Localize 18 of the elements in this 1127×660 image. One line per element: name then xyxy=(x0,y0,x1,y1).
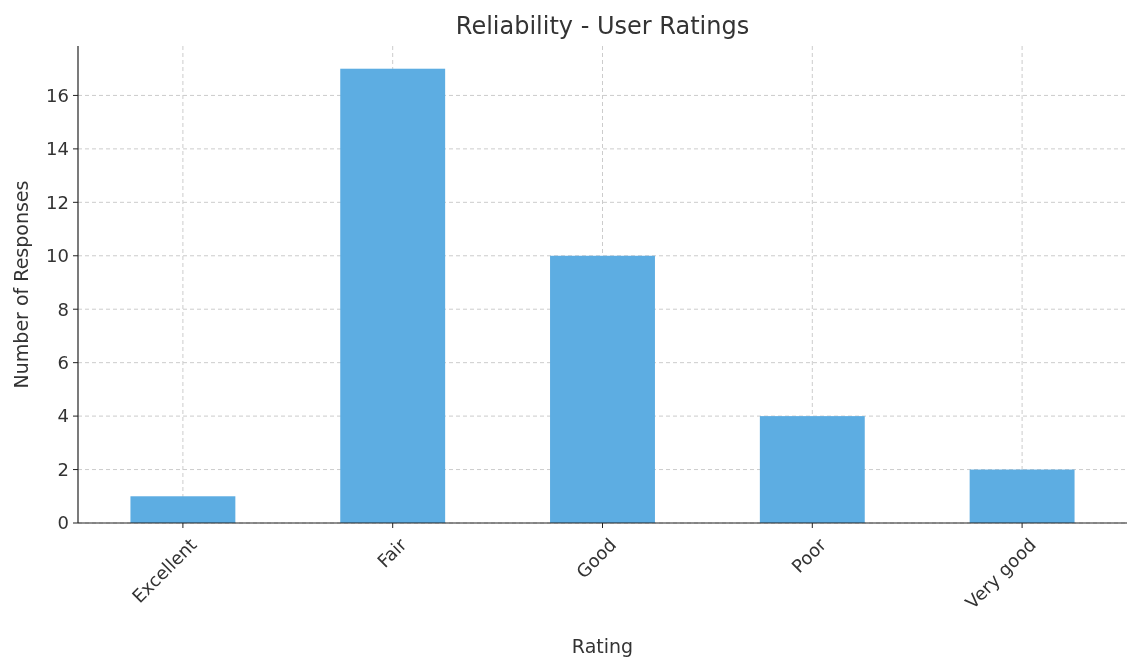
y-tick-label: 14 xyxy=(46,138,69,160)
y-tick-label: 10 xyxy=(46,245,69,267)
y-tick-label: 2 xyxy=(57,458,69,480)
x-axis-title: Rating xyxy=(571,635,634,657)
y-tick-label: 6 xyxy=(57,351,69,373)
y-tick-label: 16 xyxy=(46,84,69,106)
y-tick-label: 0 xyxy=(57,512,69,534)
bar xyxy=(340,68,446,523)
y-tick-label: 4 xyxy=(57,405,69,427)
y-axis-title: Number of Responses xyxy=(10,180,32,389)
bar xyxy=(550,255,655,523)
y-tick-label: 12 xyxy=(46,191,69,213)
chart-title: Reliability - User Ratings xyxy=(455,12,750,40)
x-tick-label: Fair xyxy=(372,533,411,572)
bar xyxy=(759,416,865,523)
bar xyxy=(969,469,1075,523)
bar xyxy=(130,496,236,523)
y-tick-label: 8 xyxy=(57,298,69,320)
